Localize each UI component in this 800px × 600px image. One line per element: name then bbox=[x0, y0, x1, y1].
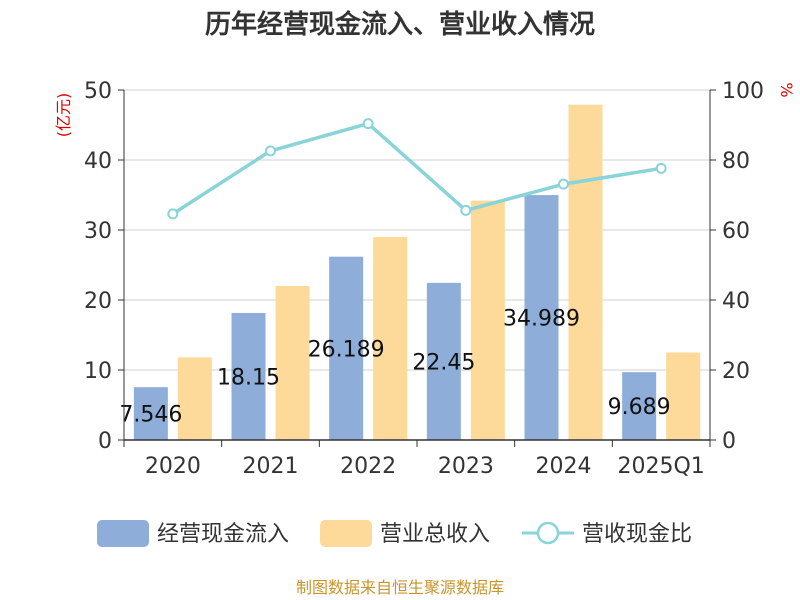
bar-营业总收入 bbox=[275, 286, 310, 440]
bar-value-label: 34.989 bbox=[503, 307, 580, 332]
bar-value-label: 22.45 bbox=[412, 350, 475, 375]
left-tick-label: 10 bbox=[84, 359, 112, 384]
right-tick-label: 60 bbox=[722, 219, 750, 244]
x-tick-label: 2024 bbox=[536, 454, 592, 479]
legend: 经营现金流入 营业总收入 营收现金比 bbox=[97, 520, 692, 547]
x-tick-label: 2023 bbox=[438, 454, 494, 479]
line-point bbox=[655, 162, 667, 174]
bar-经营现金流入 bbox=[329, 256, 364, 440]
line-point bbox=[167, 208, 179, 220]
line-point bbox=[460, 204, 472, 216]
line-营收现金比 bbox=[171, 121, 662, 216]
left-tick-label: 20 bbox=[84, 289, 112, 314]
ratio-line bbox=[167, 118, 667, 220]
line-point bbox=[265, 145, 276, 157]
left-tick-label: 30 bbox=[84, 219, 112, 244]
x-tick-label: 2022 bbox=[340, 454, 396, 479]
x-tick-label: 2025Q1 bbox=[618, 454, 705, 479]
bar-经营现金流入 bbox=[133, 387, 168, 440]
right-axis-unit: % bbox=[777, 82, 796, 97]
bars bbox=[133, 104, 701, 440]
chart-title: 历年经营现金流入、营业收入情况 bbox=[205, 9, 595, 40]
line-point bbox=[362, 118, 374, 130]
axes: 0 10 20 30 40 50 0 20 40 60 80 100 2020 2021 2022 2023 2… bbox=[84, 79, 764, 479]
bar-营业总收入 bbox=[177, 357, 212, 440]
bar-经营现金流入 bbox=[231, 312, 266, 440]
bar-营业总收入 bbox=[373, 237, 408, 440]
left-tick-label: 40 bbox=[84, 149, 112, 174]
bar-营业总收入 bbox=[666, 352, 701, 440]
legend-swatch bbox=[320, 520, 372, 547]
bar-经营现金流入 bbox=[524, 195, 559, 440]
right-tick-label: 40 bbox=[722, 289, 750, 314]
line-point bbox=[558, 178, 569, 190]
bar-经营现金流入 bbox=[426, 282, 461, 440]
bar-经营现金流入 bbox=[622, 372, 657, 440]
x-tick-label: 2020 bbox=[145, 454, 201, 479]
legend-swatch bbox=[97, 520, 149, 547]
legend-marker bbox=[536, 521, 560, 545]
left-tick-label: 50 bbox=[84, 79, 112, 104]
right-tick-label: 100 bbox=[722, 79, 764, 104]
legend-label: 经营现金流入 bbox=[157, 522, 289, 547]
grid-lines bbox=[124, 89, 710, 371]
bar-value-label: 18.15 bbox=[217, 365, 280, 390]
left-axis-unit: (亿元) bbox=[54, 93, 73, 138]
right-tick-label: 20 bbox=[722, 359, 750, 384]
bar-value-label: 7.546 bbox=[119, 403, 182, 428]
bar-data-labels: 7.546 18.15 26.189 22.45 34.989 9.689 bbox=[119, 307, 670, 428]
bar-value-label: 9.689 bbox=[608, 395, 671, 420]
left-tick-label: 0 bbox=[98, 429, 112, 454]
right-tick-label: 80 bbox=[722, 149, 750, 174]
bar-营业总收入 bbox=[568, 104, 603, 440]
bar-营业总收入 bbox=[470, 200, 505, 440]
source-note: 制图数据来自恒生聚源数据库 bbox=[296, 578, 504, 597]
legend-label: 营业总收入 bbox=[380, 522, 490, 547]
x-tick-label: 2021 bbox=[243, 454, 299, 479]
legend-label: 营收现金比 bbox=[582, 522, 692, 547]
bar-value-label: 26.189 bbox=[308, 337, 385, 362]
right-tick-label: 0 bbox=[722, 429, 736, 454]
